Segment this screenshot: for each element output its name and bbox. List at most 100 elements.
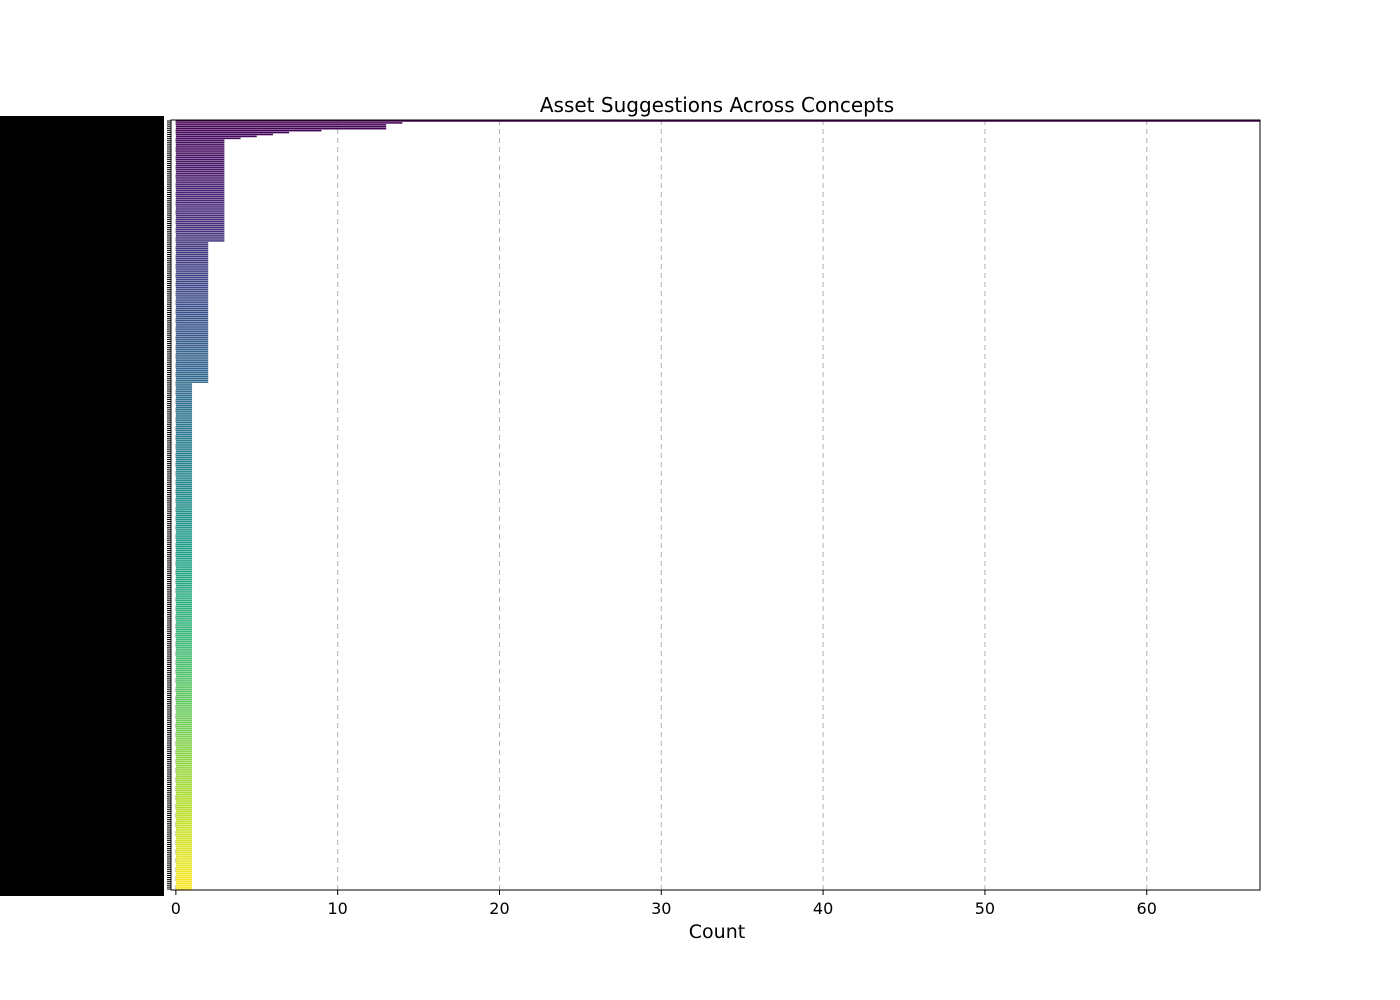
bar [176,612,192,614]
bar [176,546,192,548]
bar [176,795,192,797]
bar [176,310,208,312]
bar [176,287,208,289]
bar [176,507,192,509]
bar [176,509,192,511]
bar [176,232,225,234]
bar [176,710,192,712]
bar [176,792,192,794]
bar [176,389,192,391]
bar [176,256,208,258]
bar [176,221,225,223]
bar [176,815,192,817]
bar [176,697,192,699]
bar [176,323,208,325]
bar [176,151,225,153]
bar [176,459,192,461]
bar [176,217,225,219]
bar [176,163,225,165]
bar [176,325,208,327]
bar [176,356,208,358]
bar [176,573,192,575]
bar [176,277,208,279]
bar [176,248,208,250]
bar [176,393,192,395]
bar [176,739,192,741]
bar [176,341,208,343]
bar [176,741,192,743]
bar [176,184,225,186]
bar [176,368,208,370]
bar [176,743,192,745]
bar [176,525,192,527]
bar [176,623,192,625]
bar [176,360,208,362]
x-tick-label: 50 [975,899,995,918]
bar [176,780,192,782]
bar [176,333,208,335]
bar [176,863,192,865]
bar [176,830,192,832]
bar [176,569,192,571]
bar [176,445,192,447]
bar [176,586,192,588]
bar [176,180,225,182]
bar [176,258,208,260]
bar [176,143,225,145]
bar [176,234,225,236]
bar [176,540,192,542]
bar [176,565,192,567]
bar [176,379,208,381]
bar [176,726,192,728]
bar [176,140,225,142]
bar [176,130,322,132]
bar [176,408,192,410]
bar [176,269,208,271]
bar [176,799,192,801]
bar [176,790,192,792]
bar [176,254,208,256]
bar [176,685,192,687]
bar [176,455,192,457]
bar [176,801,192,803]
bar [176,635,192,637]
bar [176,751,192,753]
bar [176,207,225,209]
bar [176,418,192,420]
bar [176,585,192,587]
bar [176,188,225,190]
bar [176,335,208,337]
bar [176,138,241,140]
bar [176,526,192,528]
bar [176,314,208,316]
bar [176,519,192,521]
bar [176,176,225,178]
bar [176,362,208,364]
bar [176,720,192,722]
bar [176,283,208,285]
bar [176,364,208,366]
bar [176,834,192,836]
bar [176,225,225,227]
bar [176,161,225,163]
bar [176,701,192,703]
bar [176,538,192,540]
bar [176,629,192,631]
bar [176,165,225,167]
bar [176,610,192,612]
bar [176,627,192,629]
bar [176,675,192,677]
bar [176,656,192,658]
bar [176,486,192,488]
bar [176,782,192,784]
bar [176,596,192,598]
x-tick-label: 0 [171,899,181,918]
bar [176,345,208,347]
bar [176,784,192,786]
bar [176,706,192,708]
bar [176,641,192,643]
bar [176,683,192,685]
bar [176,306,208,308]
bar [176,668,192,670]
bar [176,600,192,602]
